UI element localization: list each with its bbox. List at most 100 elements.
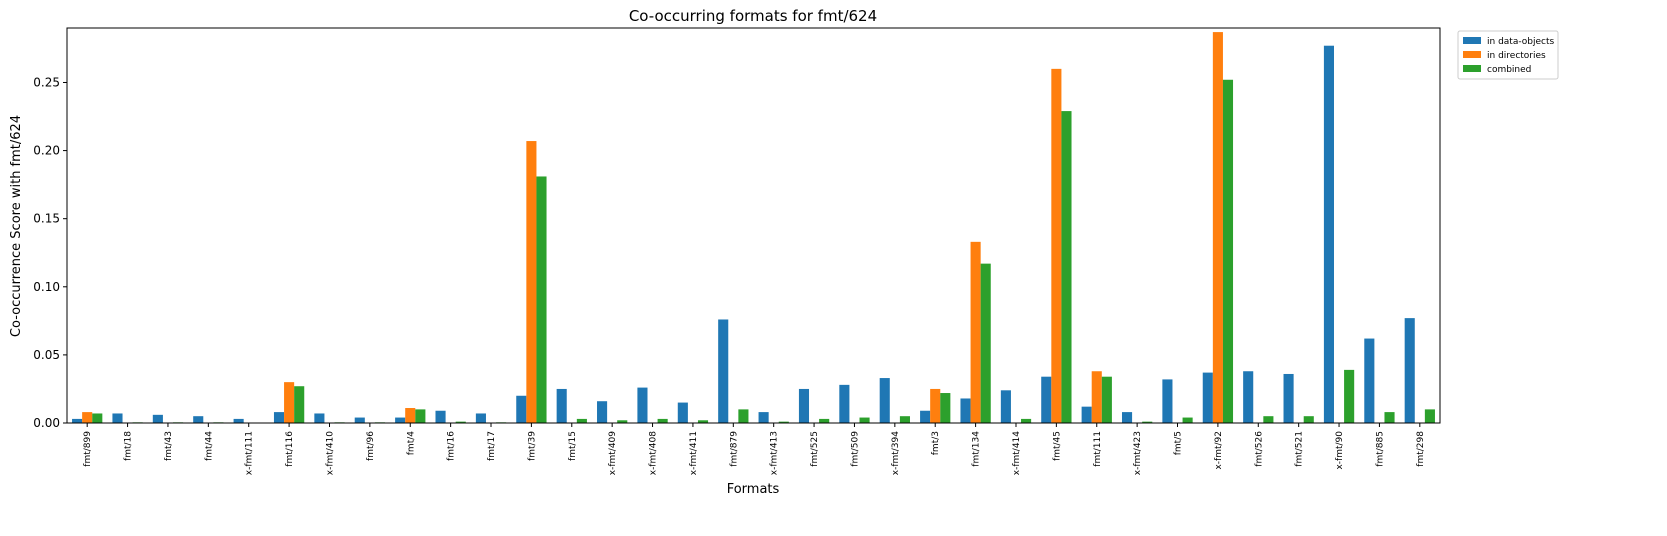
x-tick-label: fmt/16 [447, 431, 457, 461]
bar-in-data-objects-fmt/879 [718, 319, 729, 423]
bar-combined-fmt/16 [455, 421, 466, 423]
x-tick-label: fmt/899 [83, 431, 93, 467]
bar-in-data-objects-fmt/3 [920, 410, 931, 423]
bar-in-data-objects-fmt/43 [152, 414, 163, 423]
bar-in-directories-fmt/899 [82, 412, 93, 423]
bar-in-data-objects-x-fmt/111 [233, 418, 244, 423]
bar-in-directories-fmt/134 [970, 241, 981, 423]
x-tick-label: fmt/96 [366, 431, 376, 461]
bar-combined-x-fmt/90 [1344, 369, 1355, 423]
bar-in-data-objects-fmt/15 [556, 388, 567, 423]
y-tick-label: 0.25 [33, 75, 60, 89]
x-tick-label: x-fmt/92 [1214, 431, 1224, 470]
bar-combined-fmt/134 [980, 263, 991, 423]
y-axis-label: Co-occurrence Score with fmt/624 [9, 115, 24, 337]
bar-in-data-objects-fmt/885 [1364, 338, 1375, 423]
bar-in-directories-fmt/111 [1091, 371, 1102, 423]
bar-in-data-objects-x-fmt/414 [1000, 390, 1011, 423]
bar-in-data-objects-x-fmt/423 [1121, 412, 1133, 423]
y-tick-label: 0.15 [33, 212, 60, 226]
x-tick-label: x-fmt/410 [325, 431, 335, 476]
bar-combined-fmt/45 [1061, 111, 1072, 423]
x-tick-label: x-fmt/408 [649, 431, 659, 476]
bar-combined-fmt/3 [940, 393, 951, 423]
y-tick-label: 0.10 [33, 280, 60, 294]
x-tick-label: fmt/15 [568, 431, 578, 461]
bar-in-data-objects-x-fmt/413 [758, 412, 769, 423]
bar-in-data-objects-x-fmt/411 [677, 402, 688, 423]
bar-in-data-objects-fmt/899 [72, 418, 83, 423]
x-tick-label: fmt/298 [1416, 431, 1426, 467]
bar-in-data-objects-fmt/45 [1041, 376, 1052, 423]
x-tick-label: x-fmt/90 [1335, 431, 1345, 470]
x-axis: fmt/899 fmt/18 fmt/43 fmt/44 x-fmt/111 fmt/11… [83, 423, 1426, 475]
bar-combined-fmt/4 [415, 409, 426, 423]
bar-combined-fmt/298 [1424, 409, 1435, 423]
x-tick-label: fmt/879 [729, 431, 739, 467]
x-axis-label: Formats [727, 482, 780, 497]
x-tick-label: x-fmt/111 [245, 431, 255, 475]
bar-in-data-objects-fmt/17 [475, 413, 486, 423]
bar-combined-fmt/526 [1263, 416, 1274, 423]
x-tick-label: fmt/526 [1254, 431, 1264, 467]
y-tick-label: 0.00 [33, 416, 60, 430]
bar-in-directories-fmt/4 [405, 408, 416, 423]
x-tick-label: fmt/45 [1052, 431, 1062, 461]
bar-in-data-objects-x-fmt/90 [1323, 45, 1334, 424]
bar-combined-x-fmt/423 [1142, 421, 1153, 423]
legend-label: in directories [1487, 51, 1546, 61]
bar-in-directories-fmt/45 [1051, 68, 1062, 424]
x-tick-label: fmt/509 [850, 431, 860, 467]
bar-combined-fmt/525 [819, 418, 830, 423]
bar-in-data-objects-fmt/525 [798, 388, 810, 423]
bar-combined-fmt/15 [576, 418, 587, 423]
bar-in-data-objects-x-fmt/92 [1202, 372, 1213, 423]
y-axis: 0.00 0.05 0.10 0.15 0.20 0.25 [33, 75, 67, 430]
bar-in-data-objects-x-fmt/410 [314, 413, 325, 423]
x-tick-label: fmt/5 [1174, 431, 1184, 455]
bar-combined-x-fmt/409 [617, 420, 628, 423]
legend-swatch [1463, 51, 1481, 58]
plot-frame [66, 27, 1441, 424]
bar-in-data-objects-fmt/96 [354, 417, 365, 423]
legend-label: in data-objects [1487, 37, 1554, 47]
bar-in-data-objects-x-fmt/409 [597, 401, 608, 423]
x-tick-label: fmt/885 [1375, 431, 1385, 467]
bar-in-directories-x-fmt/92 [1212, 32, 1223, 424]
legend-swatch [1463, 65, 1481, 72]
x-tick-label: fmt/4 [406, 431, 416, 455]
bar-in-directories-fmt/116 [284, 382, 295, 423]
x-tick-label: fmt/116 [285, 431, 295, 467]
bar-combined-x-fmt/408 [657, 418, 668, 423]
bar-in-data-objects-fmt/39 [516, 395, 527, 423]
x-tick-label: fmt/521 [1295, 431, 1305, 467]
bar-in-data-objects-fmt/521 [1283, 373, 1294, 423]
bar-in-data-objects-fmt/5 [1162, 379, 1173, 423]
bar-in-data-objects-fmt/298 [1404, 318, 1415, 423]
bar-in-data-objects-fmt/44 [193, 416, 204, 423]
bar-in-data-objects-x-fmt/394 [879, 378, 890, 423]
y-tick-label: 0.05 [33, 348, 60, 362]
bar-in-data-objects-x-fmt/408 [637, 387, 648, 423]
bar-in-data-objects-fmt/509 [839, 384, 850, 423]
bar-combined-fmt/111 [1101, 376, 1112, 423]
x-tick-label: x-fmt/409 [608, 431, 618, 476]
x-tick-label: x-fmt/413 [770, 431, 780, 475]
bar-combined-x-fmt/414 [1021, 418, 1032, 423]
bar-combined-x-fmt/92 [1222, 79, 1234, 423]
bar-in-data-objects-fmt/134 [960, 398, 971, 423]
bar-combined-fmt/5 [1182, 417, 1193, 423]
bar-in-data-objects-fmt/116 [273, 412, 285, 423]
bar-combined-fmt/899 [92, 413, 103, 423]
x-tick-label: x-fmt/414 [1012, 431, 1022, 476]
bar-combined-fmt/509 [859, 417, 870, 423]
bar-combined-fmt/885 [1384, 412, 1395, 423]
x-tick-label: x-fmt/411 [689, 431, 699, 475]
bars-group [72, 32, 1435, 424]
x-tick-label: fmt/18 [124, 431, 134, 461]
bar-combined-fmt/879 [738, 409, 749, 423]
y-tick-label: 0.20 [33, 144, 60, 158]
bar-combined-x-fmt/413 [778, 421, 789, 423]
bar-in-directories-fmt/3 [930, 388, 941, 423]
x-tick-label: fmt/17 [487, 431, 497, 461]
